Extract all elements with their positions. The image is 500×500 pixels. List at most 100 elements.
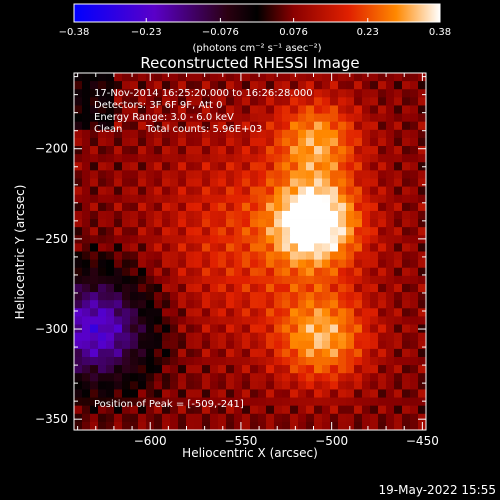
heatmap-cell <box>130 316 139 325</box>
heatmap-cell <box>274 129 283 139</box>
heatmap-cell <box>98 113 107 123</box>
heatmap-cell <box>170 275 179 285</box>
heatmap-cell <box>146 332 155 342</box>
heatmap-cell <box>354 356 363 366</box>
heatmap-cell <box>98 243 107 252</box>
heatmap-cell <box>290 154 299 163</box>
heatmap-cell <box>146 365 155 374</box>
heatmap-cell <box>290 397 299 407</box>
heatmap-cell <box>106 389 115 398</box>
heatmap-cell <box>82 227 91 236</box>
heatmap-cell <box>322 162 331 171</box>
heatmap-cell <box>154 202 163 212</box>
heatmap-cell <box>250 219 259 228</box>
heatmap-cell <box>370 381 379 390</box>
heatmap-cell <box>418 81 426 90</box>
heatmap-cell <box>170 300 179 309</box>
heatmap-cell <box>290 202 299 212</box>
heatmap-cell <box>370 97 379 106</box>
heatmap-cell <box>410 373 419 382</box>
heatmap-cell <box>242 405 251 415</box>
heatmap-cell <box>418 259 426 269</box>
heatmap-cell <box>274 283 283 293</box>
heatmap-cell <box>354 89 363 98</box>
heatmap-cell <box>114 259 123 269</box>
heatmap-cell <box>266 300 275 309</box>
heatmap-cell <box>386 381 395 390</box>
heatmap-cell <box>378 332 387 342</box>
heatmap-cell <box>314 413 323 423</box>
heatmap-cell <box>330 210 339 220</box>
heatmap-cell <box>106 316 115 325</box>
heatmap-cell <box>410 210 419 220</box>
heatmap-cell <box>354 154 363 163</box>
heatmap-cell <box>314 113 323 123</box>
heatmap-cell <box>394 365 403 374</box>
heatmap-cell <box>394 154 403 163</box>
heatmap-cell <box>130 251 139 261</box>
heatmap-cell <box>322 373 331 382</box>
heatmap-cell <box>242 421 251 430</box>
heatmap-cell <box>282 170 291 179</box>
heatmap-cell <box>306 97 315 106</box>
heatmap-cell <box>306 324 315 334</box>
heatmap-cell <box>282 202 291 212</box>
heatmap-cell <box>114 97 123 106</box>
heatmap-cell <box>106 381 115 390</box>
heatmap-cell <box>74 413 83 423</box>
heatmap-cell <box>418 365 426 374</box>
heatmap-cell <box>138 381 147 390</box>
heatmap-cell <box>290 105 299 114</box>
heatmap-image <box>74 73 426 430</box>
heatmap-cell <box>322 227 331 236</box>
heatmap-cell <box>402 413 411 423</box>
x-tick-label: −500 <box>315 434 348 448</box>
heatmap-cell <box>338 73 347 82</box>
heatmap-cell <box>266 259 275 269</box>
heatmap-cell <box>354 405 363 415</box>
heatmap-cell <box>234 170 243 179</box>
heatmap-cell <box>194 397 203 407</box>
heatmap-cell <box>282 129 291 139</box>
heatmap-cell <box>306 121 315 131</box>
heatmap-cell <box>370 227 379 236</box>
heatmap-cell <box>362 259 371 269</box>
heatmap-cell <box>242 275 251 285</box>
heatmap-cell <box>402 219 411 228</box>
heatmap-cell <box>146 348 155 358</box>
heatmap-cell <box>98 356 107 366</box>
heatmap-cell <box>266 316 275 325</box>
heatmap-cell <box>210 405 219 415</box>
heatmap-cell <box>138 81 147 90</box>
heatmap-cell <box>330 89 339 98</box>
heatmap-cell <box>218 137 227 147</box>
heatmap-cell <box>410 308 419 317</box>
heatmap-cell <box>290 97 299 106</box>
heatmap-cell <box>178 194 187 204</box>
heatmap-cell <box>378 316 387 325</box>
heatmap-cell <box>258 202 267 212</box>
heatmap-cell <box>370 332 379 342</box>
heatmap-cell <box>202 405 211 415</box>
heatmap-cell <box>362 267 371 277</box>
heatmap-cell <box>130 219 139 228</box>
heatmap-cell <box>402 332 411 342</box>
heatmap-cell <box>346 324 355 334</box>
heatmap-cell <box>386 324 395 334</box>
heatmap-cell <box>290 251 299 261</box>
heatmap-cell <box>354 97 363 106</box>
heatmap-cell <box>274 243 283 252</box>
heatmap-cell <box>74 356 83 366</box>
heatmap-cell <box>186 373 195 382</box>
heatmap-cell <box>170 121 179 131</box>
heatmap-cell <box>82 316 91 325</box>
heatmap-cell <box>186 162 195 171</box>
heatmap-cell <box>346 413 355 423</box>
heatmap-cell <box>146 162 155 171</box>
heatmap-cell <box>354 162 363 171</box>
heatmap-cell <box>98 267 107 277</box>
heatmap-cell <box>410 162 419 171</box>
heatmap-cell <box>274 202 283 212</box>
heatmap-cell <box>202 300 211 309</box>
heatmap-cell <box>106 89 115 98</box>
